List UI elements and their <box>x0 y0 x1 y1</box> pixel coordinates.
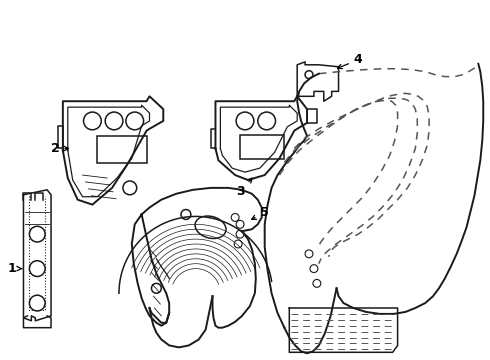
Text: 1: 1 <box>7 262 22 275</box>
Bar <box>240 135 284 159</box>
Text: 2: 2 <box>50 142 69 155</box>
Text: 5: 5 <box>252 206 269 219</box>
Text: 4: 4 <box>338 53 363 69</box>
Bar <box>98 136 147 163</box>
Text: 3: 3 <box>236 178 252 198</box>
